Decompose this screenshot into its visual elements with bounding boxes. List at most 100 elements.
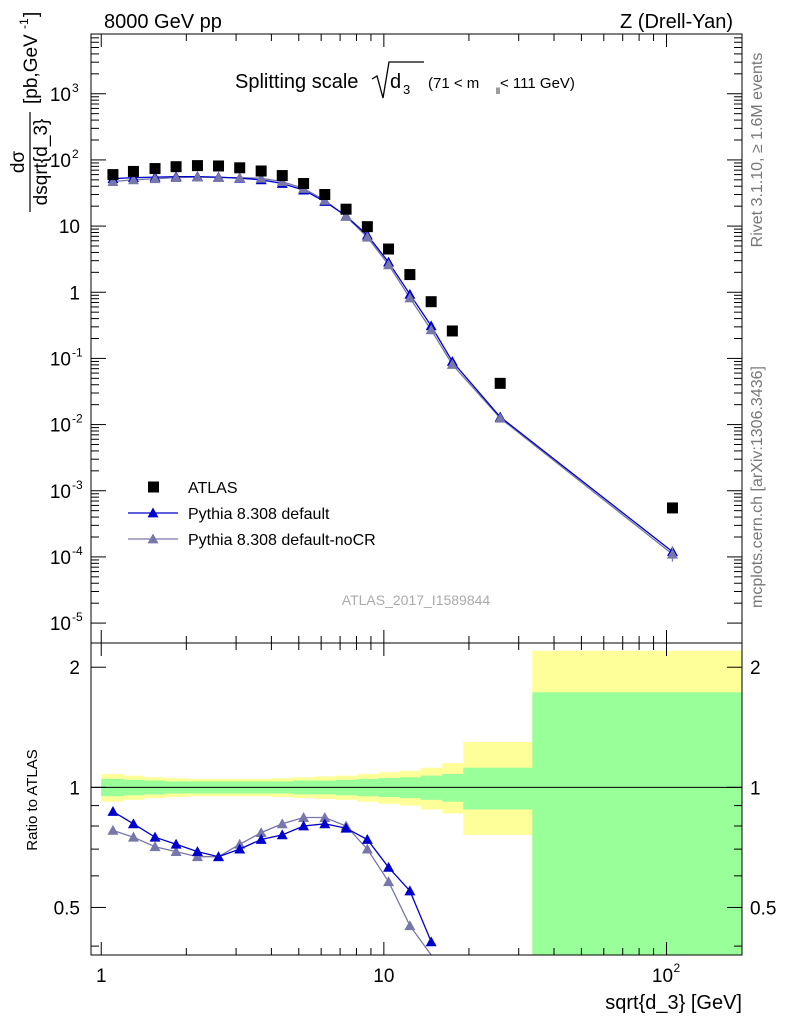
plot-title-range-sub: ll [496,86,500,96]
ratio-default-point [191,846,203,857]
x-tick-label: 10 [373,966,394,987]
main-panel-frame [90,33,743,644]
mc-nocr-point [446,358,458,369]
plot-title-main: Splitting scale [235,71,358,93]
ratio-default-point [255,834,267,844]
mc-nocr-point [149,173,161,184]
ratio-default-line [112,810,432,943]
legend-label-2: Pythia 8.308 default-noCR [188,532,376,549]
ratio-default-point [170,838,182,849]
y-axis-label-ratio: Ratio to ATLAS [24,749,41,850]
legend: ATLAS Pythia 8.308 default Pythia 8.308 de… [128,480,376,549]
atlas-data-point [170,161,182,173]
plot-title-range-suffix: < 111 GeV) [500,75,575,92]
analysis-watermark: ATLAS_2017_I1589844 [342,592,491,608]
ratio-default-point [234,843,246,854]
main-y-tick-label: 10 [50,548,71,569]
ratio-nocr-point [127,831,139,842]
legend-marker-2 [147,533,159,544]
atlas-data-point [319,189,331,201]
ratio-default-point [340,822,352,833]
ratio-default-point [361,834,373,844]
ratio-default-point [383,861,395,872]
main-y-tick-label: 10 [59,217,80,238]
ratio-default-point [107,805,119,816]
ratio-nocr-point [255,827,267,838]
mc-nocr-point [361,231,373,242]
y-label-numerator: dσ [8,151,29,174]
main-y-tick-label: 10 [50,416,71,437]
ratio-default-point [319,818,331,829]
atlas-data-point [404,269,416,281]
main-y-tick-label: 10 [50,482,71,503]
main-y-tick-label: 10 [50,614,71,635]
atlas-data-point [425,296,437,308]
y-label-units: [pb,GeV [21,34,42,104]
ratio-nocr-point [191,851,203,862]
main-panel [90,33,743,644]
ratio-panel-frame [90,642,743,956]
ratio-default-point [425,936,437,947]
mc-nocr-point [127,174,139,185]
ratio-y-tick-label: 1 [69,778,80,799]
ratio-default-point [298,820,310,831]
y-label-units-sup: -1 [17,18,31,29]
main-y-tick-label-exp: 3 [72,81,79,95]
mc-nocr-point [213,172,225,183]
atlas-data-point [446,325,458,337]
atlas-data-point [340,203,352,215]
ratio-y-tick-label-right: 2 [750,658,761,679]
legend-label-0: ATLAS [188,480,238,497]
atlas-data-point [255,165,267,177]
mc-nocr-point [404,292,416,303]
ratio-nocr-point [361,843,373,854]
ratio-nocr-line [112,816,432,956]
ratio-nocr-point [383,876,395,887]
y-label-denominator: dsqrt{d_3} [31,119,52,206]
ratio-default-point [127,818,139,829]
atlas-data-point [191,160,203,172]
main-y-tick-label-exp: -2 [72,412,83,426]
ratio-default-point [276,829,288,840]
atlas-data-point [298,178,310,190]
ratio-y-tick-label-right: 1 [750,778,761,799]
main-y-tick-label: 10 [50,349,71,370]
mc-nocr-point [494,412,506,423]
ratio-stat-uncertainty-band [101,692,742,955]
atlas-data-point [666,502,678,514]
plot-title-symbol: d [390,71,401,93]
main-y-tick-label: 10 [50,151,71,172]
sqrt-symbol [371,61,424,99]
main-y-tick-label-exp: -4 [72,544,83,558]
ratio-nocr-point [276,818,288,829]
mc-nocr-point [191,171,203,182]
x-tick-label: 1 [96,966,107,987]
ratio-default-point [213,851,225,862]
ratio-default-point [149,831,161,842]
ratio-nocr-point [298,812,310,822]
main-y-tick-label-exp: 2 [72,147,79,161]
atlas-data-point [276,170,288,182]
y-axis-label-main: dσ dsqrt{d_3} [pb,GeV -1 ] [8,12,52,212]
ratio-y-tick-label-right: 0.5 [750,898,776,919]
x-tick-labels: 1 10 10 2 [96,961,681,987]
mcplots-label: mcplots.cern.ch [arXiv:1306.3436] [749,366,766,608]
mc-nocr-point [425,324,437,335]
ratio-nocr-point [149,841,161,852]
beam-energy-label: 8000 GeV pp [104,11,222,33]
mc-nocr-point [234,172,246,183]
legend-label-1: Pythia 8.308 default [188,506,330,523]
rivet-version-label: Rivet 3.1.10, ≥ 1.6M events [749,53,766,248]
plot-title: Splitting scale d 3 (71 < m ll < 111 GeV… [235,61,575,99]
mc-nocr-point [170,172,182,183]
plot-title-range-prefix: (71 < m [428,75,479,92]
atlas-data-point [127,165,139,177]
legend-atlas-marker [148,481,159,493]
ratio-default-point [404,885,416,896]
mc-nocr-point [107,176,119,187]
mc-nocr-point [340,210,352,221]
x-tick-label: 10 [652,966,673,987]
main-y-tick-label: 1 [69,283,80,304]
process-label: Z (Drell-Yan) [620,11,733,33]
